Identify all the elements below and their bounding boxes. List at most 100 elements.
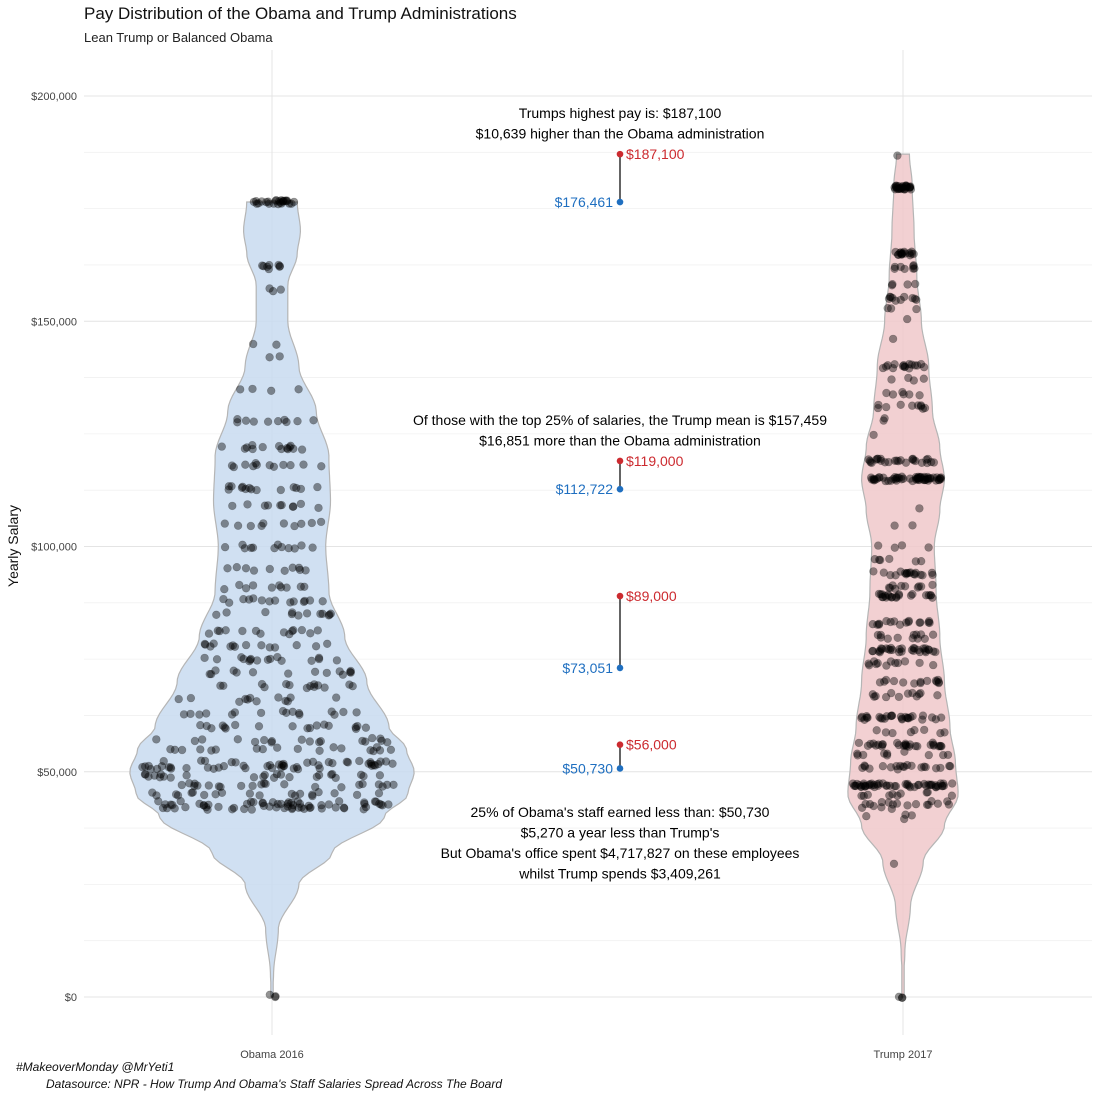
data-point-trump bbox=[901, 265, 909, 273]
data-point-trump bbox=[926, 619, 934, 627]
annotation-line: whilst Trump spends $3,409,261 bbox=[518, 866, 721, 882]
dumbbell-trump-label: $119,000 bbox=[626, 453, 684, 469]
data-point-obama bbox=[231, 709, 239, 717]
data-point-obama bbox=[204, 806, 212, 814]
data-point-obama bbox=[246, 790, 254, 798]
data-point-trump bbox=[858, 792, 866, 800]
data-point-trump bbox=[916, 619, 924, 627]
data-point-obama bbox=[389, 760, 397, 768]
data-point-trump bbox=[882, 676, 890, 684]
data-point-obama bbox=[288, 610, 296, 618]
data-point-obama bbox=[234, 522, 242, 530]
data-point-obama bbox=[175, 695, 183, 703]
annotation-line: $16,851 more than the Obama administrati… bbox=[479, 433, 761, 449]
axes: $0$50,000$100,000$150,000$200,000Obama 2… bbox=[5, 91, 932, 1061]
data-point-trump bbox=[865, 660, 873, 668]
y-tick-label: $0 bbox=[65, 992, 77, 1004]
annotation-line: $5,270 a year less than Trump's bbox=[521, 825, 720, 841]
data-point-obama bbox=[318, 805, 326, 813]
data-point-obama bbox=[241, 461, 249, 469]
data-point-obama bbox=[205, 630, 213, 638]
data-point-trump bbox=[935, 742, 943, 750]
data-point-obama bbox=[272, 992, 280, 1000]
data-point-trump bbox=[874, 404, 882, 412]
data-point-trump bbox=[874, 542, 882, 550]
data-point-obama bbox=[230, 667, 238, 675]
data-point-trump bbox=[871, 476, 879, 484]
data-point-trump bbox=[909, 522, 917, 530]
data-point-obama bbox=[220, 585, 228, 593]
data-point-trump bbox=[902, 459, 910, 467]
data-point-obama bbox=[189, 789, 197, 797]
dumbbell-obama-label: $112,722 bbox=[556, 481, 614, 497]
data-point-obama bbox=[319, 610, 327, 618]
data-point-trump bbox=[885, 584, 893, 592]
data-point-obama bbox=[250, 567, 258, 575]
annotation-line: Of those with the top 25% of salaries, t… bbox=[413, 412, 827, 428]
data-point-trump bbox=[922, 763, 930, 771]
data-point-trump bbox=[885, 458, 893, 466]
data-point-trump bbox=[910, 631, 918, 639]
data-point-trump bbox=[880, 750, 888, 758]
data-point-obama bbox=[284, 670, 292, 678]
data-point-obama bbox=[249, 782, 257, 790]
data-point-obama bbox=[159, 804, 167, 812]
data-point-obama bbox=[219, 722, 227, 730]
data-point-trump bbox=[944, 751, 952, 759]
data-point-obama bbox=[284, 698, 292, 706]
data-point-trump bbox=[895, 592, 903, 600]
data-point-trump bbox=[891, 265, 899, 273]
data-point-trump bbox=[909, 689, 917, 697]
data-point-obama bbox=[362, 724, 370, 732]
data-point-obama bbox=[242, 641, 250, 649]
data-point-obama bbox=[273, 744, 281, 752]
data-point-obama bbox=[360, 772, 368, 780]
data-point-obama bbox=[280, 629, 288, 637]
data-point-trump bbox=[885, 555, 893, 563]
data-point-obama bbox=[171, 805, 179, 813]
data-point-trump bbox=[934, 691, 942, 699]
data-point-obama bbox=[157, 770, 165, 778]
data-point-trump bbox=[870, 802, 878, 810]
data-point-obama bbox=[249, 582, 257, 590]
data-point-obama bbox=[249, 668, 257, 676]
data-point-obama bbox=[371, 798, 379, 806]
data-point-obama bbox=[215, 764, 223, 772]
data-point-obama bbox=[311, 668, 319, 676]
data-point-obama bbox=[327, 610, 335, 618]
data-point-trump bbox=[884, 304, 892, 312]
dumbbell-obama-dot bbox=[617, 486, 624, 493]
data-point-obama bbox=[264, 418, 272, 426]
data-point-trump bbox=[879, 364, 887, 372]
data-point-obama bbox=[248, 806, 256, 814]
data-point-trump bbox=[894, 766, 902, 774]
data-point-obama bbox=[275, 261, 283, 269]
data-point-obama bbox=[205, 782, 213, 790]
data-point-obama bbox=[316, 747, 324, 755]
data-point-obama bbox=[242, 564, 250, 572]
data-point-obama bbox=[306, 724, 314, 732]
data-point-obama bbox=[212, 746, 220, 754]
data-point-trump bbox=[888, 593, 896, 601]
data-point-obama bbox=[259, 443, 267, 451]
data-point-obama bbox=[266, 565, 274, 573]
data-point-obama bbox=[271, 544, 279, 552]
data-point-obama bbox=[387, 746, 395, 754]
dumbbell-obama-label: $176,461 bbox=[555, 194, 614, 210]
data-point-obama bbox=[288, 790, 296, 798]
data-point-obama bbox=[308, 519, 316, 527]
data-point-trump bbox=[865, 456, 873, 464]
data-point-obama bbox=[258, 597, 266, 605]
data-point-trump bbox=[923, 789, 931, 797]
data-point-obama bbox=[295, 564, 303, 572]
data-point-trump bbox=[873, 455, 881, 463]
data-point-trump bbox=[937, 780, 945, 788]
data-point-obama bbox=[301, 597, 309, 605]
data-point-obama bbox=[290, 765, 298, 773]
data-point-trump bbox=[858, 804, 866, 812]
data-point-obama bbox=[233, 563, 241, 571]
data-point-obama bbox=[266, 353, 274, 361]
data-point-obama bbox=[266, 461, 274, 469]
data-point-obama bbox=[323, 669, 331, 677]
data-point-obama bbox=[217, 682, 225, 690]
